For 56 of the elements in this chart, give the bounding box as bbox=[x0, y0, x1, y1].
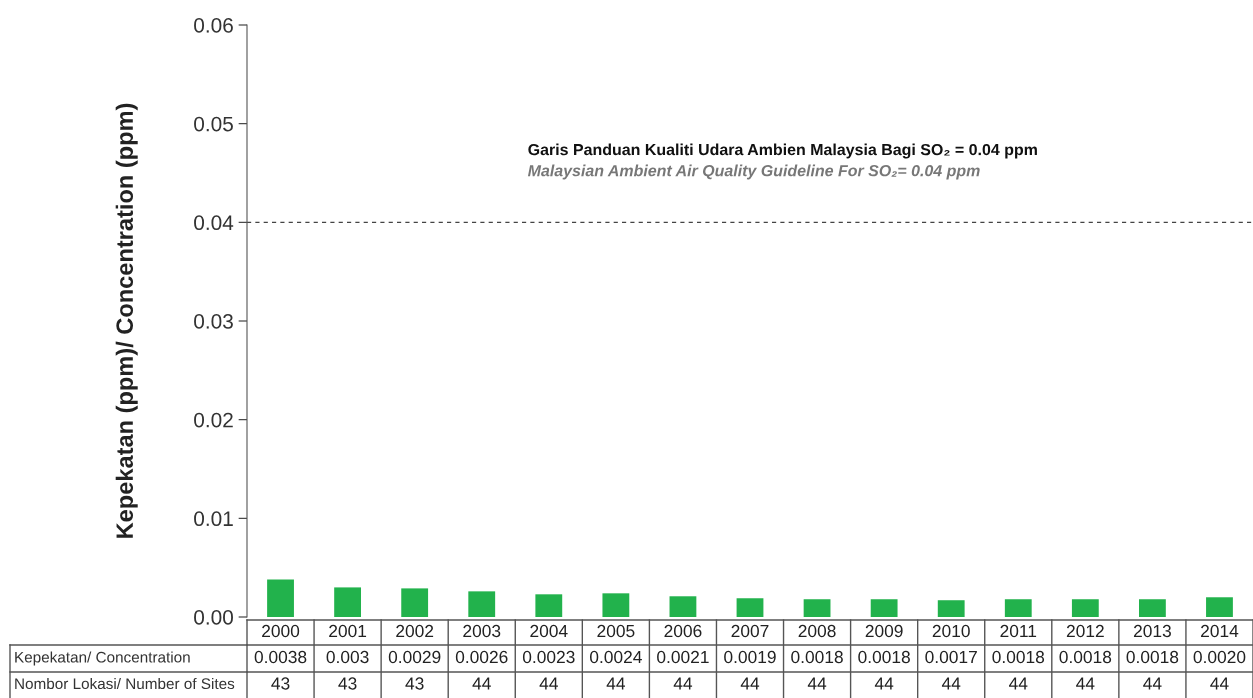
data-label: 0.0026 bbox=[455, 650, 508, 664]
text: 43 bbox=[271, 677, 290, 690]
y-tick-label: 0.02 bbox=[194, 412, 233, 428]
x-tick-label: 2005 bbox=[597, 624, 635, 638]
text: Nombor Lokasi/ Number of Sites bbox=[15, 677, 235, 690]
x-tick-label: 2010 bbox=[932, 624, 970, 638]
text: 44 bbox=[740, 677, 760, 690]
data-label: 0.0023 bbox=[522, 650, 575, 664]
x-tick-label: 2000 bbox=[262, 624, 300, 638]
text: 44 bbox=[472, 677, 491, 690]
data-label: 0.0021 bbox=[657, 650, 709, 664]
text: 44 bbox=[1009, 677, 1028, 690]
x-tick-label: 2014 bbox=[1201, 624, 1239, 638]
data-label: 0.0018 bbox=[1126, 650, 1179, 664]
data-label: 0.0018 bbox=[791, 650, 843, 664]
y-tick-label: 0.04 bbox=[194, 215, 234, 231]
ref-line-label: Garis Panduan Kualiti Udara Ambien Malaysia Bagi SO₂ = 0.04 ppm Malaysian Ambient Air Quality Guideline For SO₂= 0.04 ppm bbox=[527, 143, 1037, 180]
y-tick-label: 0.00 bbox=[194, 610, 233, 625]
data-label: 0.0018 bbox=[858, 650, 910, 664]
text: 44 bbox=[606, 677, 626, 690]
x-tick-label: 2003 bbox=[463, 624, 501, 638]
x-tick-label: 2004 bbox=[530, 624, 568, 638]
text: 44 bbox=[539, 677, 558, 690]
x-tick-label: 2007 bbox=[731, 624, 769, 638]
data-label: 0.0017 bbox=[925, 650, 977, 664]
x-tick-label: 2006 bbox=[664, 624, 702, 638]
x-tick-label: 2002 bbox=[396, 624, 434, 638]
data-label: 0.0018 bbox=[992, 650, 1045, 664]
text: 44 bbox=[1076, 677, 1095, 690]
text: 44 bbox=[874, 677, 894, 690]
data-label: 0.0038 bbox=[254, 650, 307, 664]
data-label: 0.0018 bbox=[1059, 650, 1112, 664]
x-tick-label: 2013 bbox=[1133, 624, 1171, 638]
x-tick-label: 2001 bbox=[329, 624, 367, 638]
y-tick-label: 0.06 bbox=[194, 18, 233, 33]
data-label: 0.0024 bbox=[590, 650, 642, 664]
data-label: 0.0019 bbox=[724, 650, 776, 664]
x-tick-label: 2009 bbox=[865, 624, 903, 638]
x-tick-label: 2012 bbox=[1066, 624, 1104, 638]
text: 44 bbox=[941, 677, 961, 690]
x-tick-label: 2011 bbox=[1000, 624, 1037, 638]
data-label: 0.003 bbox=[326, 650, 369, 664]
text: 43 bbox=[338, 677, 357, 690]
data-label: 0.0029 bbox=[388, 650, 441, 664]
text: 44 bbox=[1210, 677, 1229, 690]
x-tick-label: 2008 bbox=[798, 624, 836, 638]
text: 44 bbox=[1143, 677, 1162, 690]
y-tick-label: 0.01 bbox=[194, 511, 233, 527]
text: 44 bbox=[673, 677, 693, 690]
y-tick-label: 0.03 bbox=[194, 314, 233, 329]
y-tick-label: 0.05 bbox=[194, 116, 233, 132]
data-label: 0.0020 bbox=[1193, 650, 1246, 664]
text: Kepekatan/ Concentration bbox=[15, 651, 190, 666]
text: 43 bbox=[405, 677, 424, 690]
y-axis-title: Kepekatan (ppm)/ Concentration (ppm) bbox=[115, 103, 138, 538]
text: 44 bbox=[807, 677, 827, 690]
